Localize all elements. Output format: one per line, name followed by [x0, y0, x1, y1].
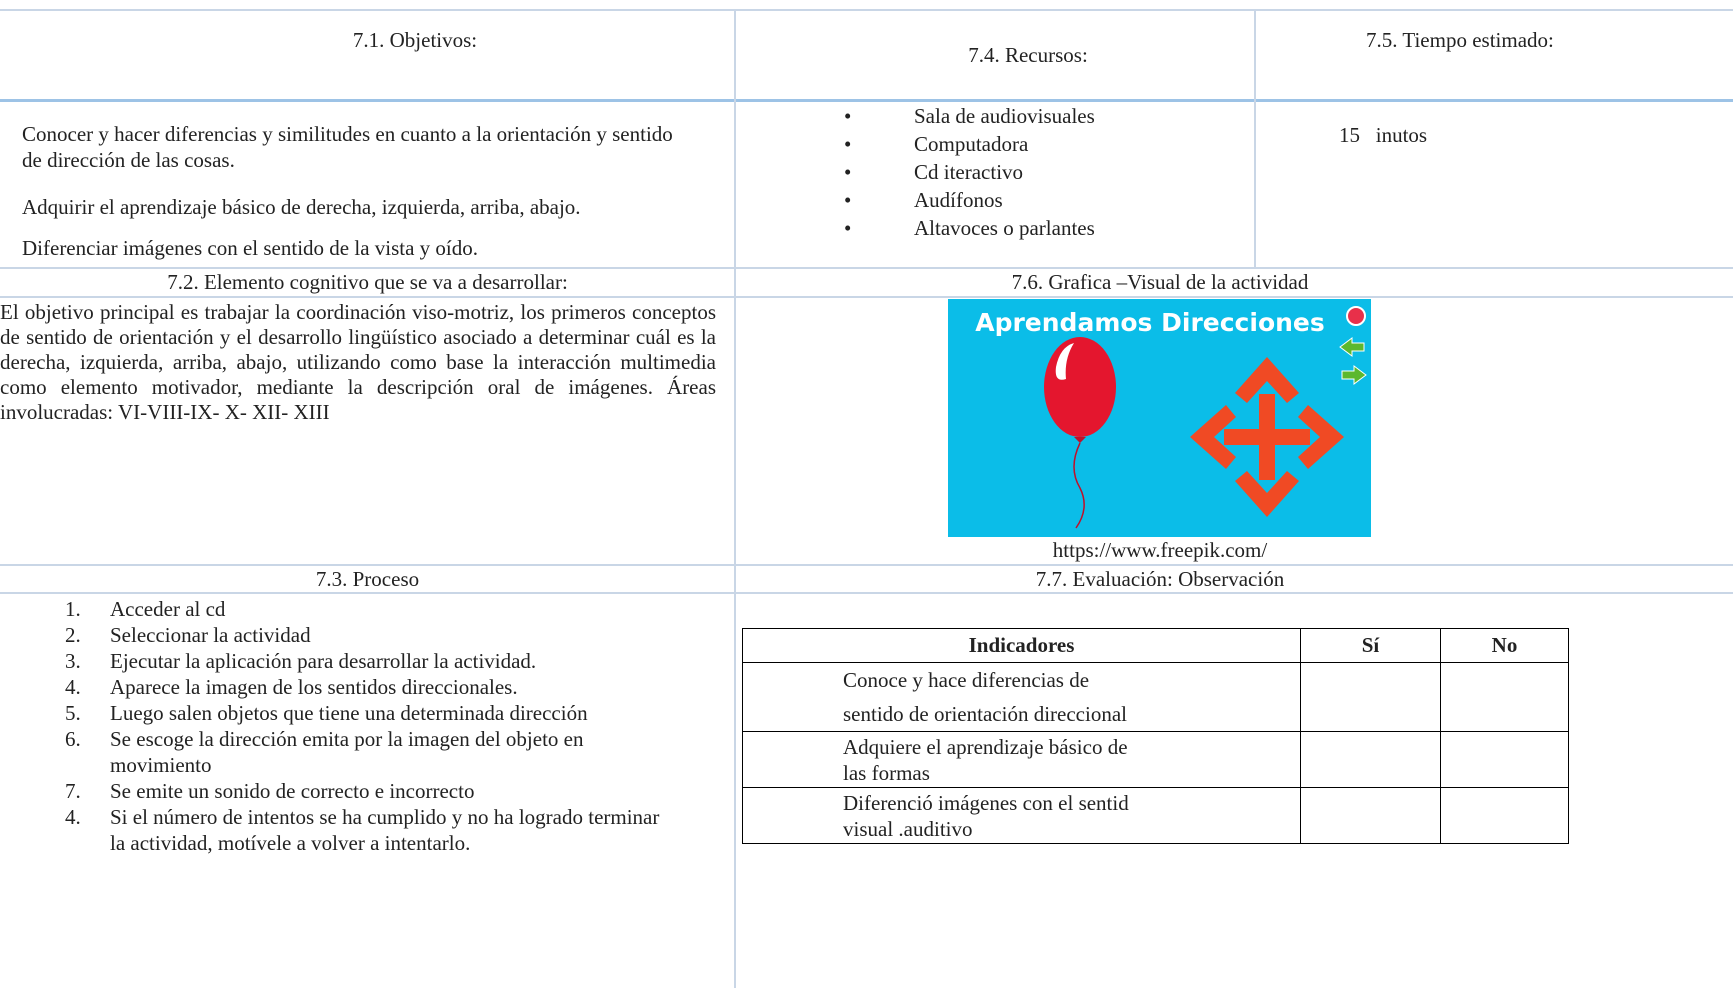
- step: 3. Ejecutar la aplicación para desarrolla…: [65, 648, 685, 674]
- step-number: 2.: [65, 623, 81, 647]
- balloon-string: [1073, 442, 1085, 529]
- table-header: Indicadores Sí No: [742, 628, 1569, 663]
- cell: [1300, 731, 1441, 788]
- step: 6. Se escoge la dirección emita por la im…: [65, 726, 685, 778]
- heading: 7.5. Tiempo estimado:: [1366, 28, 1554, 52]
- rule: [734, 9, 736, 988]
- step-number: 7.: [65, 779, 81, 803]
- step-number: 3.: [65, 649, 81, 673]
- step-text: Si el número de intentos se ha cumplido …: [110, 805, 660, 855]
- step-number: 5.: [65, 701, 81, 725]
- next-icon: [1341, 365, 1367, 385]
- resource: Audífonos: [844, 186, 1095, 214]
- rule: [0, 267, 1733, 269]
- resource: Sala de audiovisuales: [844, 102, 1095, 130]
- cell: [1440, 662, 1569, 732]
- time: 15 inutos: [1339, 123, 1428, 147]
- balloon: [1044, 337, 1116, 437]
- step: 2. Seleccionar la actividad: [65, 622, 685, 648]
- step: 1. Acceder al cd: [65, 596, 685, 622]
- step-number: 4.: [65, 805, 81, 829]
- step-text: Luego salen objetos que tiene una determ…: [110, 701, 588, 725]
- back-icon: [1339, 337, 1365, 357]
- heading: 7.3. Proceso: [315, 567, 420, 591]
- source: https://www.freepik.com/: [1052, 538, 1268, 562]
- balloon-shine: [1055, 343, 1074, 380]
- rule: [0, 9, 1733, 11]
- table-row: Conoce y hace diferencias de sentido de …: [742, 662, 1569, 732]
- indicator: Conoce y hace diferencias de sentido de …: [742, 662, 1301, 732]
- step-text: Se emite un sonido de correcto e incorre…: [110, 779, 475, 803]
- heading: 7.4. Recursos:: [968, 43, 1088, 67]
- step: 4. Aparece la imagen de los sentidos dire…: [65, 674, 685, 700]
- heading: 7.2. Elemento cognitivo que se va a desa…: [167, 270, 568, 294]
- step-number: 1.: [65, 597, 81, 621]
- column-header: Sí: [1300, 628, 1441, 663]
- objective: Diferenciar imágenes con el sentido de l…: [22, 236, 479, 260]
- step-text: Aparece la imagen de los sentidos direcc…: [110, 675, 518, 699]
- step-text: Ejecutar la aplicación para desarrollar …: [110, 649, 537, 673]
- rule: [0, 592, 1733, 594]
- balloon-knot: [1074, 437, 1086, 443]
- activity-image: Aprendamos Direcciones: [948, 299, 1371, 537]
- close-icon: [1346, 306, 1366, 326]
- objective: Adquirir el aprendizaje básico de derech…: [22, 195, 581, 219]
- resource: Computadora: [844, 130, 1095, 158]
- arrows: [1190, 357, 1344, 517]
- step: 5. Luego salen objetos que tiene una dete…: [65, 700, 685, 726]
- step-number: 6.: [65, 727, 81, 751]
- cell: [1300, 787, 1441, 844]
- step: 4. Si el número de intentos se ha cumplid…: [65, 804, 685, 856]
- rule: [0, 564, 1733, 566]
- resource: Cd iteractivo: [844, 158, 1095, 186]
- cell: [1300, 662, 1441, 732]
- paragraph: El objetivo principal es trabajar la coo…: [0, 300, 716, 424]
- column-header: No: [1440, 628, 1569, 663]
- rule: [1254, 9, 1256, 268]
- rule: [0, 99, 1733, 102]
- heading: 7.6. Grafica –Visual de la actividad: [1011, 270, 1309, 294]
- step-number: 4.: [65, 675, 81, 699]
- step: 7. Se emite un sonido de correcto e incor…: [65, 778, 685, 804]
- cell: [1440, 731, 1569, 788]
- step-text: Acceder al cd: [110, 597, 226, 621]
- step-text: Se escoge la dirección emita por la imag…: [110, 727, 584, 777]
- cell: [1440, 787, 1569, 844]
- evaluation-table: Indicadores Sí No Conoce y hace diferenc…: [742, 628, 1569, 844]
- heading: 7.1. Objetivos:: [352, 28, 478, 52]
- resource-list: Sala de audiovisuales Computadora Cd ite…: [844, 102, 1095, 242]
- table-row: Adquiere el aprendizaje básico de las fo…: [742, 731, 1569, 788]
- rule: [0, 296, 1733, 298]
- objective: Conocer y hacer diferencias y similitude…: [22, 122, 673, 172]
- heading: 7.7. Evaluación: Observación: [1035, 567, 1285, 591]
- indicator: Diferenció imágenes con el sentid visual…: [742, 787, 1301, 844]
- table-row: Diferenció imágenes con el sentid visual…: [742, 787, 1569, 844]
- image-title: Aprendamos Direcciones: [975, 308, 1325, 337]
- step-text: Seleccionar la actividad: [110, 623, 311, 647]
- indicator: Adquiere el aprendizaje básico de las fo…: [742, 731, 1301, 788]
- resource: Altavoces o parlantes: [844, 214, 1095, 242]
- column-header: Indicadores: [742, 628, 1301, 663]
- step-list: 1. Acceder al cd 2. Seleccionar la activid…: [65, 596, 685, 856]
